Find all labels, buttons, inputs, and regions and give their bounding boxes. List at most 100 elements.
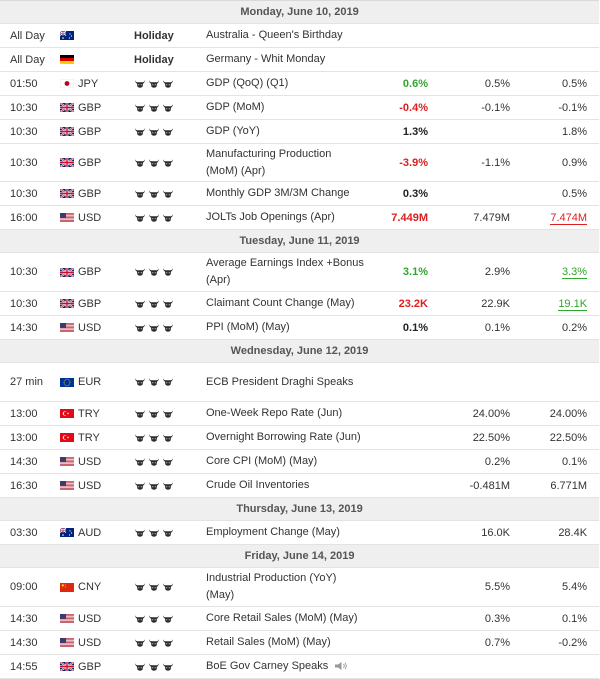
bull-icon — [134, 322, 146, 334]
event-name-cell[interactable]: Claimant Count Change (May) — [206, 291, 364, 316]
event-name-cell[interactable]: GDP (MoM) — [206, 95, 364, 120]
event-row[interactable]: 14:30 USD Core CPI (MoM) (May) 0.2% 0.1% — [0, 449, 600, 474]
event-name[interactable]: Claimant Count Change (May) — [206, 297, 355, 309]
event-name[interactable]: ECB President Draghi Speaks — [206, 375, 354, 388]
event-name[interactable]: GDP (YoY) — [206, 125, 260, 137]
event-name-cell[interactable]: GDP (QoQ) (Q1) — [206, 71, 364, 96]
us-flag-icon — [60, 481, 74, 491]
event-row[interactable]: 10:30 GBP Manufacturing Production (MoM) (… — [0, 143, 600, 182]
gb-flag-icon — [60, 103, 74, 113]
event-previous-cell: 0.1% — [520, 449, 600, 474]
event-actual: 7.449M — [364, 205, 442, 230]
event-time: 01:50 — [0, 71, 58, 96]
event-currency: GBP — [58, 291, 126, 316]
event-name[interactable]: Industrial Production (YoY) (May) — [206, 572, 337, 601]
event-name-cell[interactable]: GDP (YoY) — [206, 119, 364, 144]
event-name-cell[interactable]: Overnight Borrowing Rate (Jun) — [206, 425, 364, 450]
event-row[interactable]: 09:00 CNY Industrial Production (YoY) (May… — [0, 567, 600, 607]
event-row[interactable]: 10:30 GBP GDP (MoM) -0.4% -0.1% -0.1% — [0, 95, 600, 120]
event-name[interactable]: One-Week Repo Rate (Jun) — [206, 407, 343, 419]
event-name-cell[interactable]: Retail Sales (MoM) (May) — [206, 630, 364, 655]
event-name[interactable]: PPI (MoM) (May) — [206, 321, 290, 333]
event-row[interactable]: 10:30 GBP Monthly GDP 3M/3M Change 0.3% 0.5% — [0, 181, 600, 206]
importance-rating — [126, 630, 206, 655]
bull-icon — [134, 456, 146, 468]
event-row[interactable]: 13:00 TRY Overnight Borrowing Rate (Jun) 22… — [0, 425, 600, 450]
event-currency: TRY — [58, 401, 126, 426]
event-forecast: 24.00% — [442, 401, 520, 426]
event-row[interactable]: All Day Holiday Germany - Whit Monday — [0, 47, 600, 72]
event-time: 14:30 — [0, 315, 58, 340]
event-name[interactable]: Average Earnings Index +Bonus (Apr) — [206, 257, 364, 286]
event-name-cell[interactable]: Manufacturing Production (MoM) (Apr) — [206, 143, 364, 182]
bull-icon — [148, 266, 160, 278]
event-name-cell[interactable]: Employment Change (May) — [206, 520, 364, 545]
event-previous: 22.50% — [549, 431, 588, 444]
bull-icon — [134, 188, 146, 200]
event-name-cell[interactable]: JOLTs Job Openings (Apr) — [206, 205, 364, 230]
event-previous-cell: 7.474M — [520, 205, 600, 230]
event-row[interactable]: 03:30 AUD Employment Change (May) 16.0K 28.4… — [0, 520, 600, 545]
event-name-cell[interactable]: Germany - Whit Monday — [206, 47, 364, 72]
event-row[interactable]: 16:00 USD JOLTs Job Openings (Apr) 7.449M 7.… — [0, 205, 600, 230]
event-previous: 0.1% — [561, 455, 588, 468]
event-name[interactable]: GDP (QoQ) (Q1) — [206, 77, 289, 89]
event-name[interactable]: BoE Gov Carney Speaks — [206, 660, 329, 672]
bull-icon — [134, 661, 146, 673]
event-name[interactable]: Overnight Borrowing Rate (Jun) — [206, 431, 361, 443]
event-actual — [364, 401, 442, 426]
event-name-cell[interactable]: ECB President Draghi Speaks — [206, 362, 364, 402]
event-row[interactable]: 10:30 GBP GDP (YoY) 1.3% 1.8% — [0, 119, 600, 144]
tr-flag-icon — [60, 433, 74, 443]
event-name-cell[interactable]: Monthly GDP 3M/3M Change — [206, 181, 364, 206]
bull-icon — [148, 456, 160, 468]
event-name-cell[interactable]: Core Retail Sales (MoM) (May) — [206, 606, 364, 631]
event-name-cell[interactable]: Australia - Queen's Birthday — [206, 23, 364, 48]
event-row[interactable]: 10:30 GBP Average Earnings Index +Bonus (A… — [0, 252, 600, 292]
event-row[interactable]: 16:30 USD Crude Oil Inventories -0.481M 6.77… — [0, 473, 600, 498]
event-row[interactable]: 14:55 GBP BoE Gov Carney Speaks — [0, 654, 600, 679]
currency-code: GBP — [78, 125, 102, 138]
bull-icon — [134, 408, 146, 420]
event-name[interactable]: Core Retail Sales (MoM) (May) — [206, 612, 358, 624]
event-name[interactable]: Manufacturing Production (MoM) (Apr) — [206, 147, 332, 177]
event-name-cell[interactable]: Core CPI (MoM) (May) — [206, 449, 364, 474]
event-name[interactable]: Core CPI (MoM) (May) — [206, 455, 318, 467]
event-actual: -0.4% — [364, 95, 442, 120]
event-name-cell[interactable]: Industrial Production (YoY) (May) — [206, 567, 364, 607]
event-row[interactable]: 14:30 USD PPI (MoM) (May) 0.1% 0.1% 0.2% — [0, 315, 600, 340]
day-header-row: Thursday, June 13, 2019 — [0, 497, 600, 521]
event-name[interactable]: Germany - Whit Monday — [206, 53, 326, 65]
event-name[interactable]: GDP (MoM) — [206, 101, 265, 113]
event-forecast: -0.481M — [442, 473, 520, 498]
event-row[interactable]: 14:30 USD Core Retail Sales (MoM) (May) 0.3… — [0, 606, 600, 631]
event-name-cell[interactable]: Crude Oil Inventories — [206, 473, 364, 498]
au-flag-icon — [60, 31, 74, 41]
event-actual — [364, 654, 442, 679]
event-previous: 0.1% — [561, 612, 588, 625]
event-row[interactable]: 01:50 JPY GDP (QoQ) (Q1) 0.6% 0.5% 0.5% — [0, 71, 600, 96]
event-name-cell[interactable]: PPI (MoM) (May) — [206, 315, 364, 340]
tr-flag-icon — [60, 409, 74, 419]
event-forecast: 0.7% — [442, 630, 520, 655]
event-name[interactable]: Australia - Queen's Birthday — [206, 29, 343, 41]
event-name-cell[interactable]: BoE Gov Carney Speaks — [206, 654, 364, 679]
event-name-cell[interactable]: Average Earnings Index +Bonus (Apr) — [206, 252, 364, 292]
event-name[interactable]: Monthly GDP 3M/3M Change — [206, 187, 350, 199]
event-time: All Day — [0, 23, 58, 48]
event-row[interactable]: 13:00 TRY One-Week Repo Rate (Jun) 24.00% 24… — [0, 401, 600, 426]
event-name[interactable]: Retail Sales (MoM) (May) — [206, 636, 331, 648]
event-name[interactable]: Crude Oil Inventories — [206, 479, 310, 491]
us-flag-icon — [60, 323, 74, 333]
event-row[interactable]: 27 min EUR ECB President Draghi Speaks — [0, 362, 600, 402]
event-name[interactable]: JOLTs Job Openings (Apr) — [206, 211, 335, 223]
event-name[interactable]: Employment Change (May) — [206, 526, 340, 538]
event-previous-cell: 5.4% — [520, 567, 600, 607]
event-actual — [364, 473, 442, 498]
event-row[interactable]: 10:30 GBP Claimant Count Change (May) 23.2K… — [0, 291, 600, 316]
event-name-cell[interactable]: One-Week Repo Rate (Jun) — [206, 401, 364, 426]
event-time: 10:30 — [0, 291, 58, 316]
event-row[interactable]: All Day Holiday Australia - Queen's Birthd… — [0, 23, 600, 48]
gb-flag-icon — [60, 299, 74, 309]
event-row[interactable]: 14:30 USD Retail Sales (MoM) (May) 0.7% -0.2… — [0, 630, 600, 655]
